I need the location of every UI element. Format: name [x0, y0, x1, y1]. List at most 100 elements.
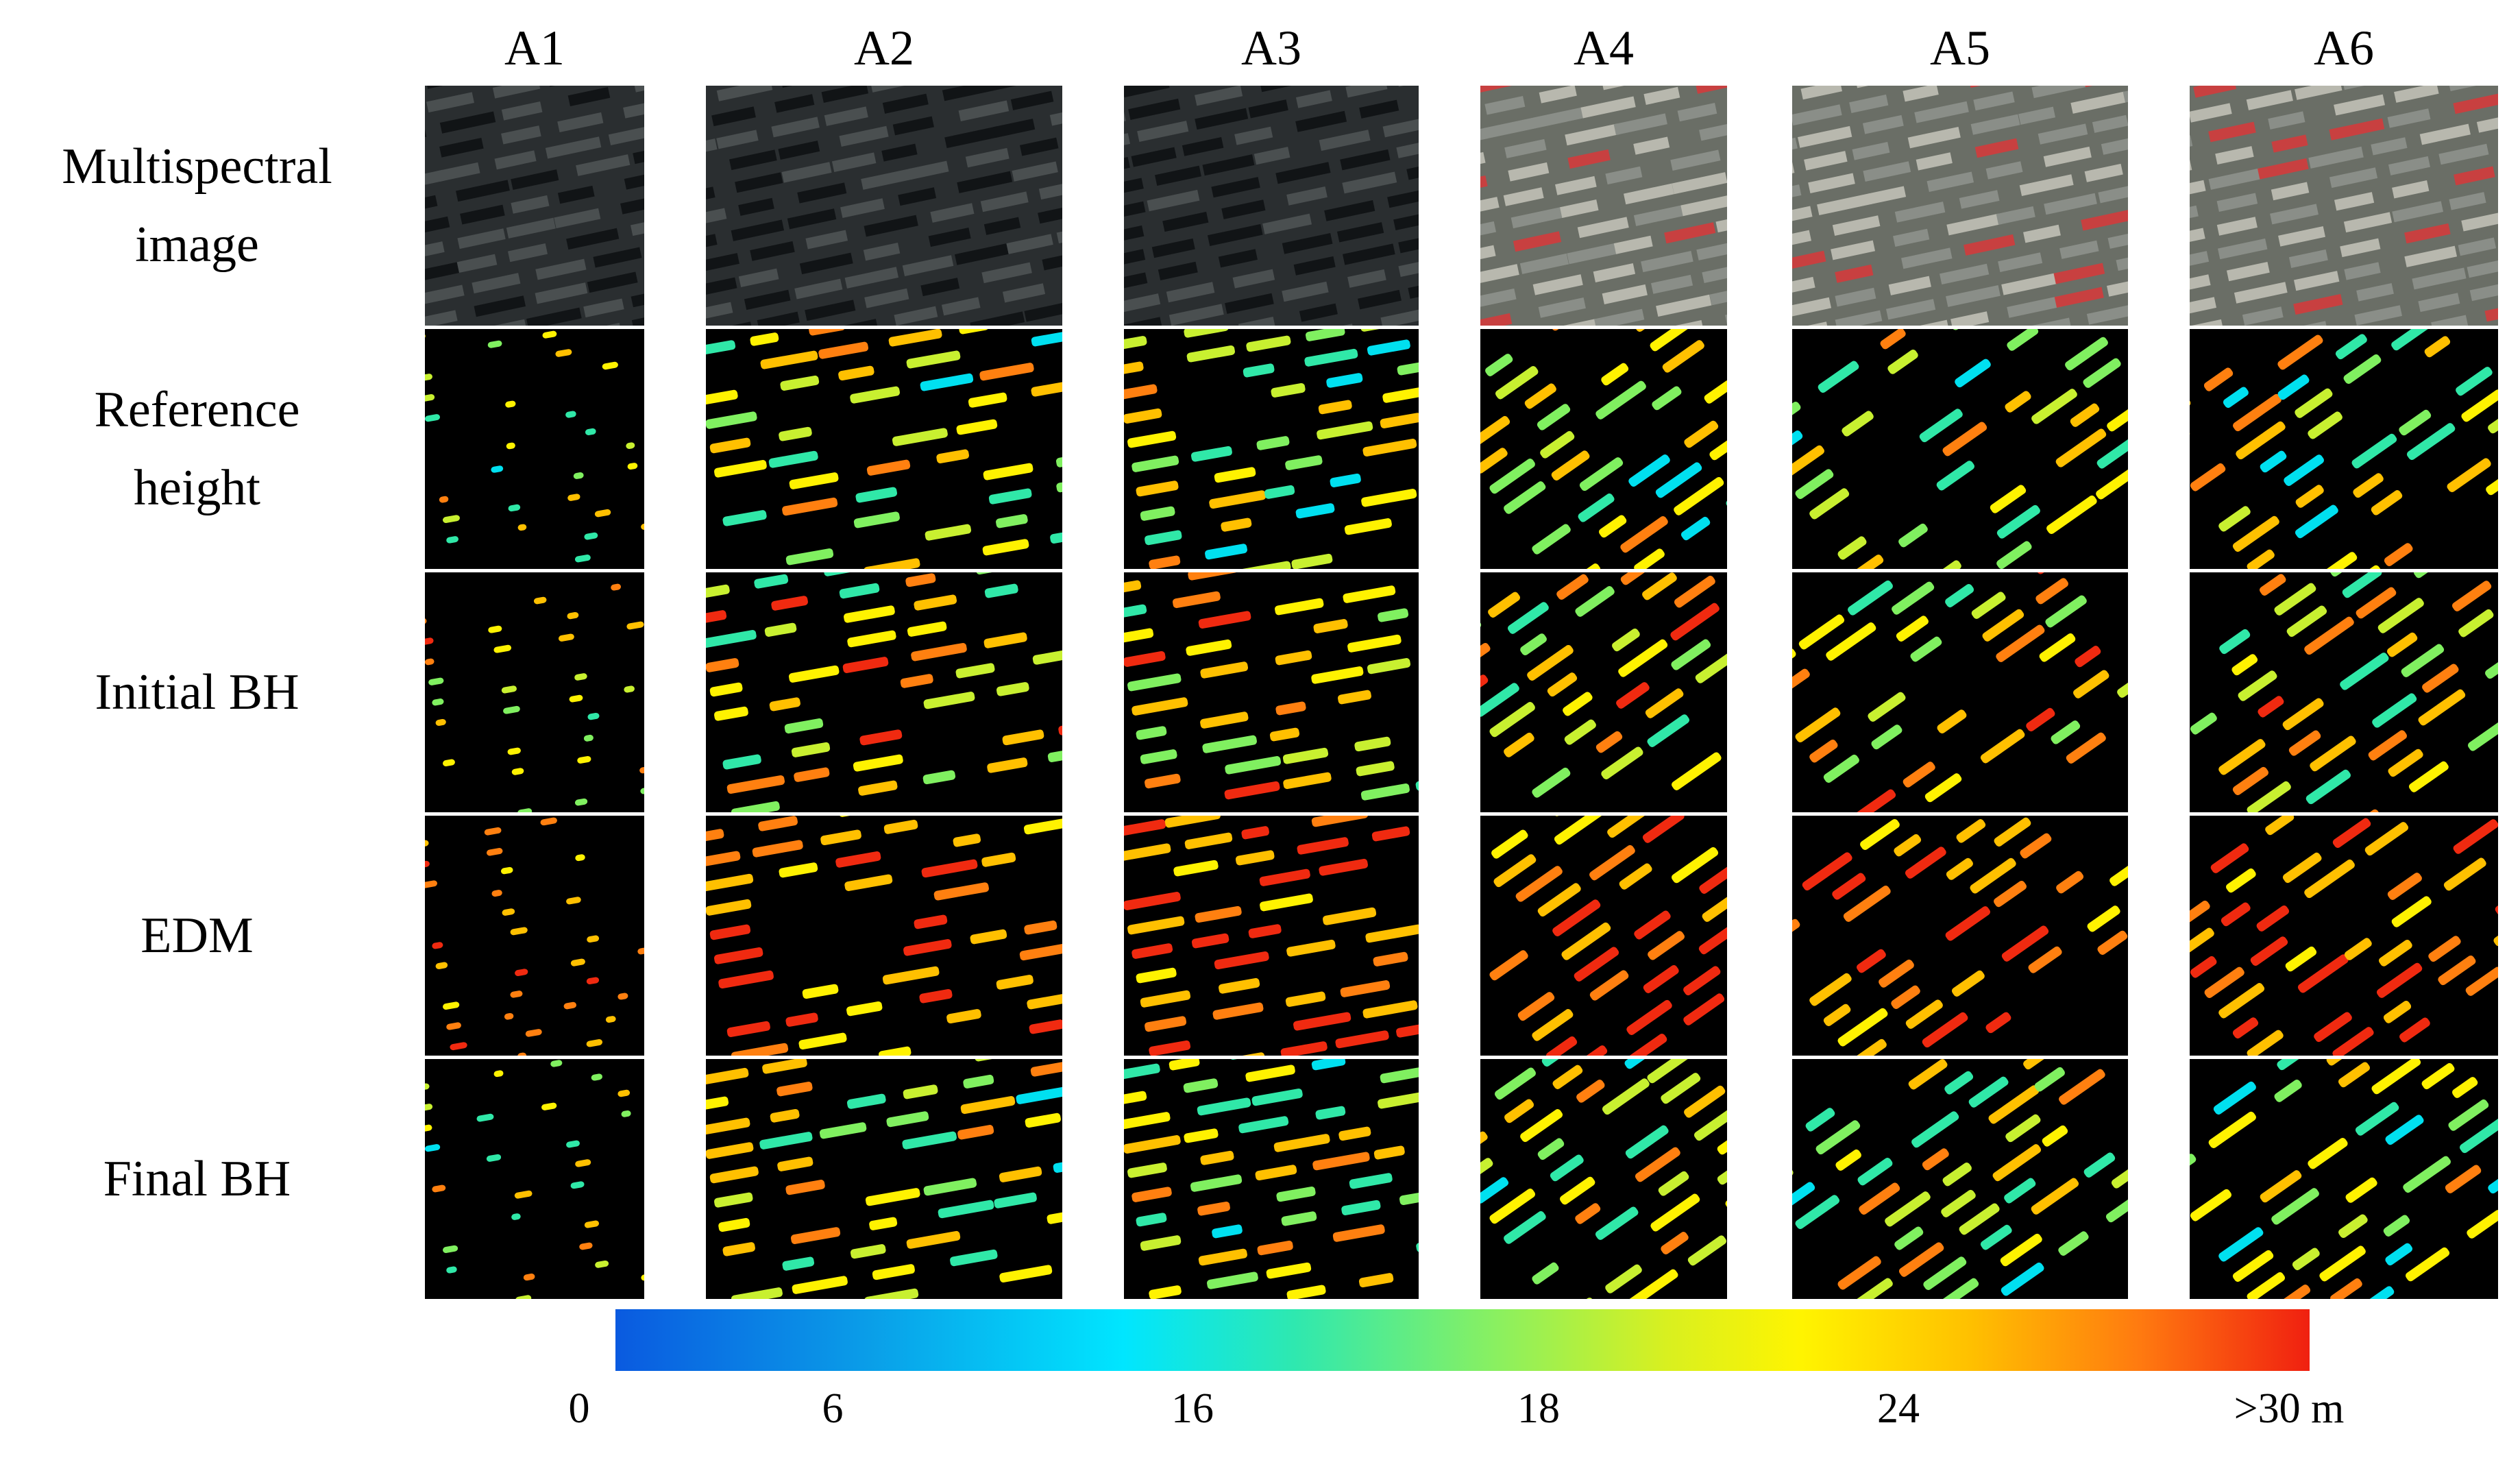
building-footprint	[858, 780, 898, 796]
building-roof	[1020, 137, 1059, 156]
panel-a3-row-2	[1124, 329, 1419, 569]
building-footprint	[586, 1039, 603, 1047]
building-roof	[2007, 295, 2062, 318]
building-footprint	[1124, 843, 1171, 862]
building-roof	[2258, 158, 2309, 180]
building-footprint	[1031, 380, 1062, 397]
building-roof	[944, 126, 1000, 149]
building-footprint	[798, 1032, 847, 1050]
building-roof	[425, 310, 458, 326]
building-footprint	[1896, 616, 1929, 642]
building-roof	[1985, 161, 2023, 180]
building-footprint	[1495, 365, 1539, 400]
building-footprint	[882, 966, 940, 985]
building-roof	[864, 215, 918, 237]
building-roof	[1633, 136, 1670, 155]
building-footprint	[491, 890, 502, 897]
building-roof	[1343, 243, 1395, 265]
panel-a5-row-5	[1792, 1059, 2128, 1299]
building-footprint	[706, 1142, 754, 1159]
panel-background	[706, 329, 1062, 569]
building-roof	[1012, 161, 1058, 182]
building-roof	[2101, 135, 2128, 155]
building-footprint	[1507, 602, 1549, 634]
building-footprint	[2232, 1250, 2274, 1282]
building-footprint	[1635, 1147, 1680, 1182]
building-footprint	[523, 1273, 535, 1281]
building-footprint	[425, 374, 432, 382]
building-footprint	[1848, 580, 1893, 616]
building-footprint	[2256, 905, 2290, 932]
building-footprint	[2342, 572, 2382, 598]
building-footprint	[1650, 329, 1691, 352]
building-footprint	[853, 511, 900, 528]
building-footprint	[779, 862, 818, 878]
building-footprint	[2295, 485, 2324, 508]
building-roof	[2193, 86, 2236, 98]
building-footprint	[1871, 725, 1903, 750]
building-footprint	[1661, 1232, 1689, 1255]
building-footprint	[1520, 1109, 1563, 1143]
building-roof	[1643, 86, 1680, 105]
building-roof	[827, 319, 879, 326]
building-footprint	[750, 332, 779, 346]
building-footprint	[2065, 337, 2108, 371]
building-footprint	[1537, 404, 1571, 430]
building-footprint	[1286, 939, 1336, 957]
building-footprint	[425, 658, 435, 666]
building-footprint	[587, 935, 600, 943]
building-roof	[425, 169, 445, 192]
building-roof	[805, 230, 848, 250]
building-footprint	[1922, 1012, 1968, 1048]
building-footprint	[1683, 993, 1725, 1025]
building-footprint	[1823, 754, 1859, 783]
building-footprint	[425, 414, 440, 422]
row-label-line2: height	[134, 460, 260, 516]
building-roof	[955, 243, 1009, 265]
building-footprint	[1980, 1224, 2012, 1250]
building-footprint	[1537, 883, 1581, 917]
building-footprint	[1595, 1206, 1639, 1240]
building-footprint	[1202, 735, 1257, 753]
building-roof	[840, 198, 885, 218]
building-footprint	[2314, 1012, 2352, 1043]
building-footprint	[1837, 1256, 1881, 1290]
building-footprint	[2384, 543, 2413, 567]
building-roof	[1275, 162, 1331, 184]
building-roof	[2190, 103, 2232, 123]
building-footprint	[1221, 518, 1252, 532]
building-footprint	[794, 767, 830, 782]
building-footprint	[1880, 329, 1906, 350]
building-roof	[1946, 284, 2001, 307]
building-footprint	[2310, 736, 2356, 772]
building-footprint	[1198, 611, 1251, 629]
building-footprint	[579, 1242, 593, 1250]
building-footprint	[850, 1244, 886, 1259]
building-footprint	[2325, 552, 2358, 569]
building-footprint	[770, 1108, 800, 1123]
building-roof	[2448, 86, 2492, 91]
row-label-line1: Multispectral	[62, 138, 332, 195]
building-footprint	[2371, 1059, 2421, 1095]
building-footprint	[1932, 560, 1961, 569]
building-roof	[882, 93, 929, 114]
building-footprint	[487, 848, 503, 856]
building-roof	[576, 154, 631, 176]
building-roof	[1914, 101, 1969, 123]
building-footprint	[1574, 947, 1619, 982]
building-roof	[706, 208, 727, 230]
building-footprint	[1647, 714, 1689, 747]
building-roof	[2190, 297, 2217, 315]
building-footprint	[1338, 1126, 1371, 1141]
building-footprint	[996, 514, 1028, 528]
building-footprint	[2023, 1059, 2062, 1070]
building-roof	[738, 197, 774, 216]
building-footprint	[2045, 595, 2087, 628]
building-footprint	[1628, 454, 1670, 487]
building-footprint	[888, 329, 942, 347]
building-footprint	[713, 947, 763, 964]
building-footprint	[788, 665, 840, 683]
building-roof	[1664, 222, 1716, 244]
panel-a5-row-2	[1792, 329, 2128, 569]
building-roof	[2469, 281, 2498, 302]
